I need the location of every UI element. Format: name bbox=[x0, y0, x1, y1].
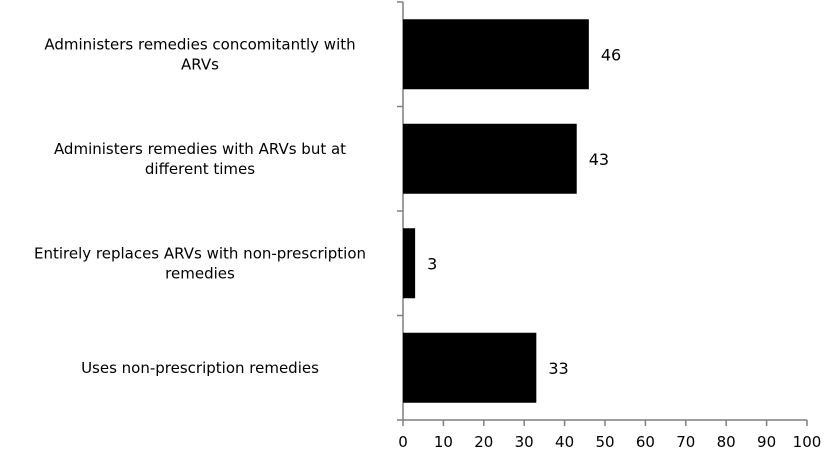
category-label: Administers remedies concomitantly with A… bbox=[44, 35, 355, 73]
x-tick-label: 10 bbox=[434, 433, 453, 451]
data-label: 46 bbox=[601, 45, 621, 64]
data-label: 3 bbox=[427, 254, 437, 273]
bar bbox=[403, 19, 589, 90]
x-tick-label: 90 bbox=[757, 433, 776, 451]
data-label: 33 bbox=[548, 359, 568, 378]
category-label-line: Administers remedies concomitantly with bbox=[44, 35, 355, 53]
chart-labels: 0 10 20 30 40 50 60 70 80 90 100 46 Administers reme… bbox=[34, 35, 821, 451]
data-label: 43 bbox=[589, 150, 609, 169]
category-label-line: Uses non-prescription remedies bbox=[81, 359, 319, 377]
category-label: Uses non-prescription remedies bbox=[81, 359, 319, 377]
x-tick-label: 40 bbox=[555, 433, 574, 451]
category-label-line: Entirely replaces ARVs with non-prescrip… bbox=[34, 244, 366, 262]
x-tick-label: 50 bbox=[595, 433, 614, 451]
x-tick-label: 70 bbox=[676, 433, 695, 451]
category-label: Administers remedies with ARVs but at dif… bbox=[54, 140, 346, 178]
x-tick-label: 30 bbox=[515, 433, 534, 451]
category-label-line: different times bbox=[145, 160, 255, 178]
x-tick-label: 20 bbox=[474, 433, 493, 451]
x-tick-label: 60 bbox=[636, 433, 655, 451]
bar bbox=[403, 332, 537, 403]
category-label-line: remedies bbox=[165, 264, 235, 282]
x-tick-label: 80 bbox=[717, 433, 736, 451]
category-label-line: ARVs bbox=[181, 55, 219, 73]
chart-bars bbox=[403, 19, 589, 403]
bar bbox=[403, 228, 416, 299]
x-tick-label: 100 bbox=[793, 433, 822, 451]
category-label: Entirely replaces ARVs with non-prescrip… bbox=[34, 244, 366, 282]
category-label-line: Administers remedies with ARVs but at bbox=[54, 140, 346, 158]
bar bbox=[403, 123, 577, 194]
x-tick-label: 0 bbox=[398, 433, 408, 451]
